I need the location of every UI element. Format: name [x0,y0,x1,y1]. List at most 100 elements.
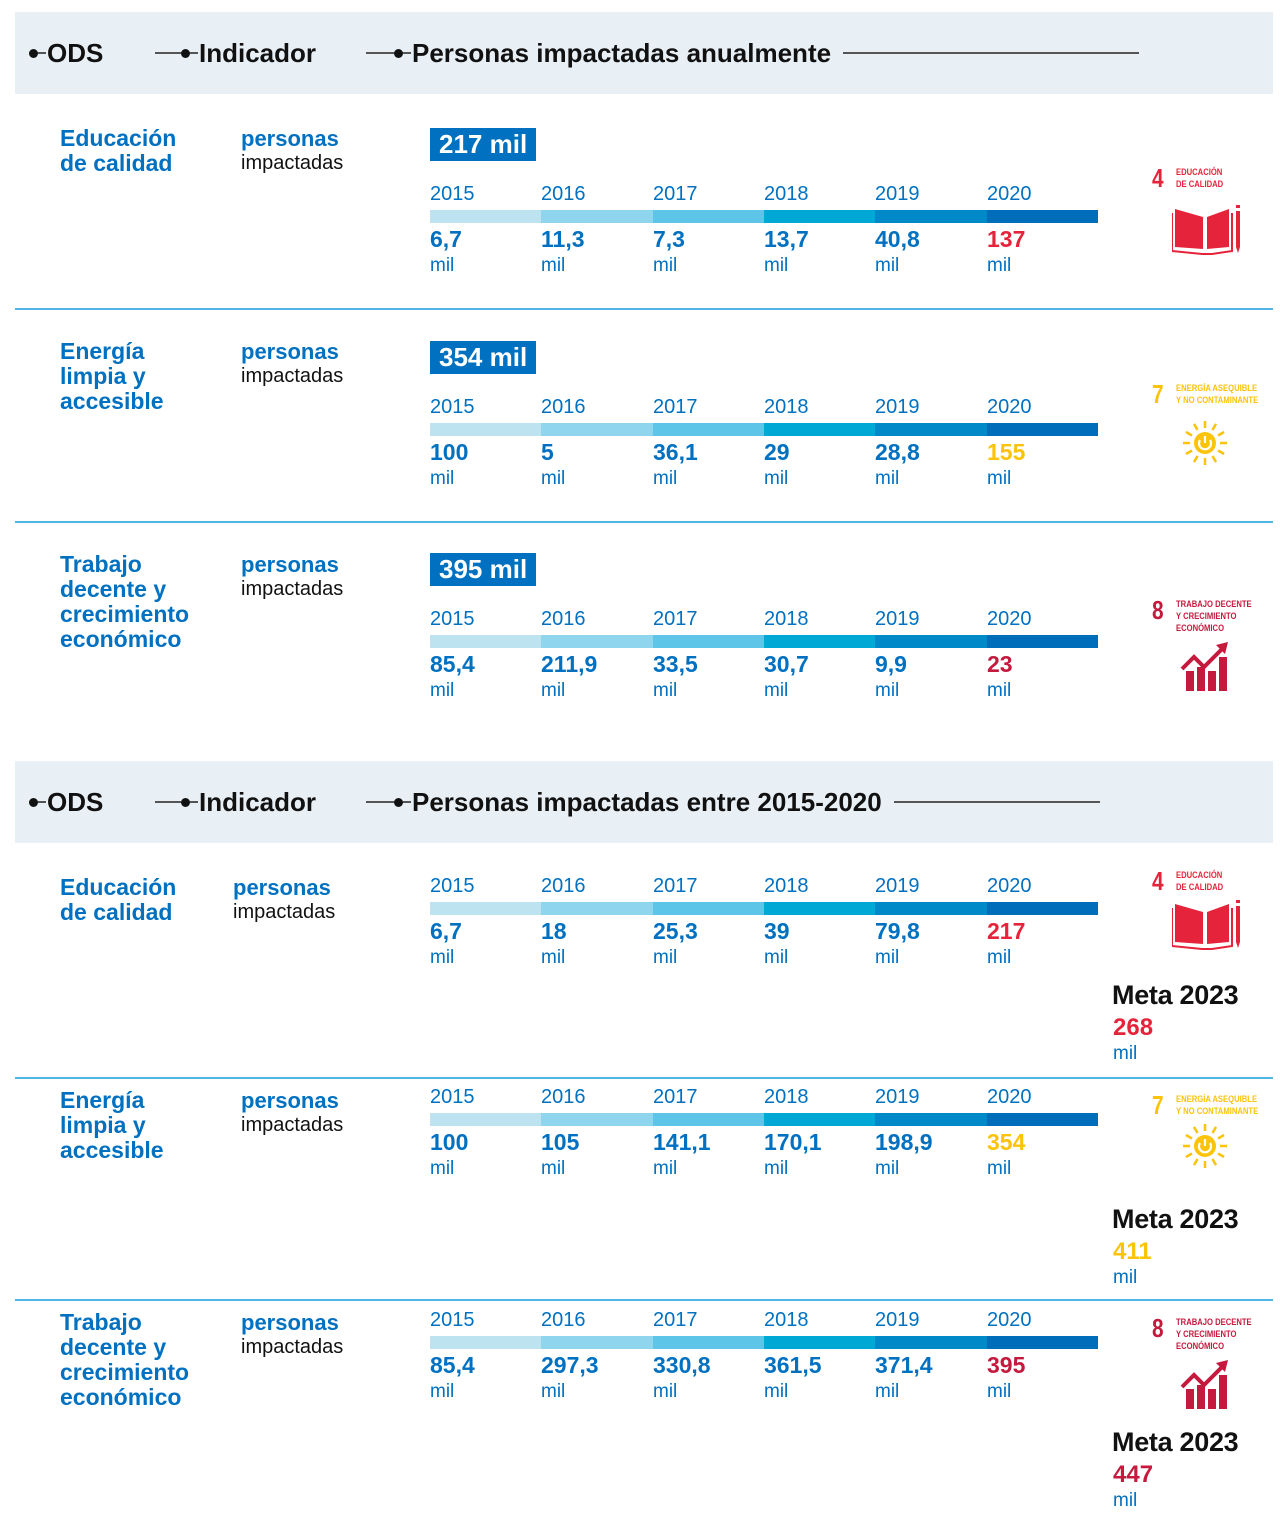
header-col-indicador: Indicador [155,12,316,94]
year-label: 2015 [430,396,475,418]
indicator-label: personas [241,126,339,151]
total-badge: 395 mil [430,553,537,586]
indicator-label: personas [241,1088,339,1113]
sdg-label-line: DE CALIDAD [1176,179,1224,189]
indicator-label: personas [241,339,339,364]
year-unit: mil [430,1158,455,1179]
year-label: 2015 [430,183,475,205]
timeline-segment [653,1336,764,1349]
ods-name-line: accesible [60,388,164,414]
year-label: 2020 [987,875,1032,897]
timeline-segment [875,1336,987,1349]
year-unit: mil [430,1381,455,1402]
row-divider [15,521,1273,523]
year-value: 9,9 [875,651,907,677]
year-unit: mil [541,255,566,276]
sdg-label: ENERGÍA ASEQUIBLE Y NO CONTAMINANTE [1176,382,1258,406]
year-unit: mil [987,947,1012,968]
connector-line [366,801,394,803]
year-unit: mil [987,255,1012,276]
year-label: 2019 [875,183,920,205]
connector-line [190,801,198,803]
year-unit: mil [764,680,789,701]
connector-line [38,52,46,54]
year-label: 2020 [987,608,1032,630]
year-value: 23 [987,651,1013,677]
year-unit: mil [764,255,789,276]
year-unit: mil [541,680,566,701]
year-label: 2017 [653,1086,698,1108]
year-value: 137 [987,226,1026,252]
year-unit: mil [987,680,1012,701]
ods-name: Energía limpia y accesible [60,339,164,414]
sdg-label-line: ENERGÍA ASEQUIBLE [1176,383,1258,393]
year-value: 100 [430,439,469,465]
ods-name-line: Educación [60,125,177,151]
year-timeline: 2015 100 mil 2016 5 mil 2017 36,1 mil 2018 29 mil 20… [430,396,1098,496]
year-unit: mil [430,255,455,276]
header-label-ods: ODS [47,37,104,68]
ods-name-line: económico [60,1384,182,1410]
timeline-segment [541,1113,653,1126]
year-label: 2016 [541,1309,586,1331]
header-label-personas: Personas impactadas anualmente [412,37,832,68]
growth-chart-icon [1180,1359,1230,1414]
ods-name: Educación de calidad [60,875,176,925]
indicator-label: personas [241,552,339,577]
timeline-segment [987,1113,1098,1126]
timeline-segment [875,902,987,915]
connector-line [190,52,198,54]
timeline-segment [764,423,875,436]
timeline-segment [541,210,653,223]
ods-name-line: crecimiento [60,601,190,627]
year-unit: mil [987,1158,1012,1179]
year-value: 39 [764,918,790,944]
year-value: 361,5 [764,1352,822,1378]
bullet-icon [29,48,38,58]
sdg-label-line: EDUCACIÓN [1176,167,1223,177]
sdg-label: TRABAJO DECENTE Y CRECIMIENTO ECONÓMICO [1176,598,1252,634]
timeline-segment [430,210,541,223]
ods-name: Educación de calidad [60,126,176,176]
connector-line [155,801,181,803]
year-unit: mil [764,1158,789,1179]
year-label: 2017 [653,608,698,630]
meta-value: 268 [1113,1014,1154,1041]
sun-power-icon [1177,419,1233,472]
sdg-label-line: Y CRECIMIENTO [1176,1329,1237,1339]
year-value: 85,4 [430,1352,475,1378]
year-value: 85,4 [430,651,475,677]
header-col-indicador: Indicador [155,761,316,843]
year-value: 141,1 [653,1129,711,1155]
sun-power-icon [1177,1122,1233,1175]
ods-name-line: crecimiento [60,1359,190,1385]
year-label: 2019 [875,608,920,630]
year-label: 2017 [653,183,698,205]
ods-name: Trabajo decente y crecimiento económico [60,552,189,652]
timeline-segment [764,635,875,648]
year-label: 2020 [987,183,1032,205]
header-col-personas: Personas impactadas anualmente [366,12,1140,94]
year-value: 28,8 [875,439,920,465]
timeline-segment [987,902,1098,915]
ods-name-line: de calidad [60,899,173,925]
timeline-segment [430,635,541,648]
total-badge: 354 mil [430,341,537,374]
connector-line [155,52,181,54]
timeline-segment [653,210,764,223]
year-value: 198,9 [875,1129,933,1155]
year-value: 5 [541,439,554,465]
year-unit: mil [653,947,678,968]
indicator-sublabel: impactadas [241,1114,344,1136]
indicator-sublabel: impactadas [233,901,336,923]
year-label: 2017 [653,1309,698,1331]
sdg-number: 4 [1152,163,1164,193]
timeline-segment [430,1113,541,1126]
year-label: 2018 [764,183,809,205]
year-value: 105 [541,1129,580,1155]
timeline-segment [875,210,987,223]
sdg-label-line: ECONÓMICO [1176,623,1225,633]
sdg-number: 4 [1152,866,1164,896]
meta-unit: mil [1113,1043,1138,1064]
meta-unit: mil [1113,1490,1138,1511]
